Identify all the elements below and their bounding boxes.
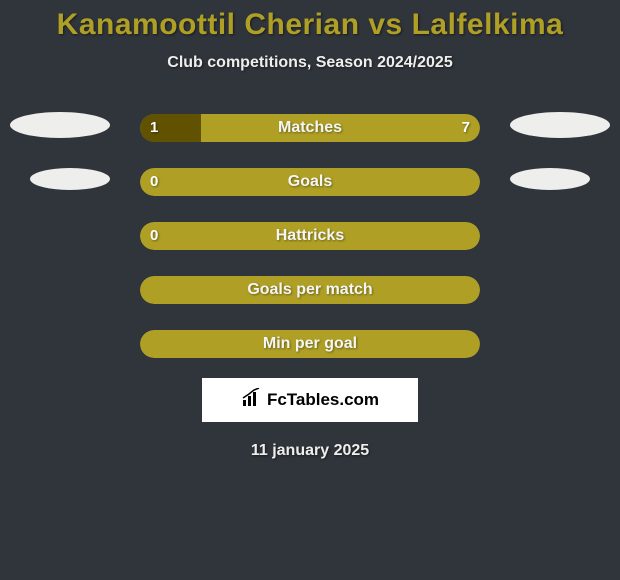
title-vs: vs (368, 8, 402, 41)
ellipse-left (10, 112, 110, 138)
stat-row: Min per goal (0, 324, 620, 364)
stat-bar: 0 Hattricks (140, 222, 480, 250)
stat-value-left: 1 (150, 114, 158, 142)
footer-date: 11 january 2025 (0, 442, 620, 460)
stat-row: 0 Hattricks (0, 216, 620, 256)
stat-label: Hattricks (276, 227, 344, 244)
page-title: Kanamoottil Cherian vs Lalfelkima (0, 0, 620, 42)
ellipse-right (510, 112, 610, 138)
stat-bar: 0 Goals (140, 168, 480, 196)
stat-label: Goals (288, 173, 332, 190)
stat-label: Goals per match (247, 281, 372, 298)
title-player2: Lalfelkima (412, 8, 564, 41)
stat-row: 1 7 Matches (0, 108, 620, 148)
chart-icon (241, 388, 263, 413)
ellipse-right (510, 168, 590, 190)
stat-value-left: 0 (150, 168, 158, 196)
brand-text: FcTables.com (267, 390, 379, 410)
brand-box: FcTables.com (202, 378, 418, 422)
stat-bar: 1 7 Matches (140, 114, 480, 142)
stat-bar: Goals per match (140, 276, 480, 304)
stat-row: 0 Goals (0, 162, 620, 202)
ellipse-left (30, 168, 110, 190)
comparison-chart: 1 7 Matches 0 Goals 0 Hattricks Goals per match… (0, 108, 620, 364)
stat-label: Matches (278, 119, 342, 136)
title-player1: Kanamoottil Cherian (57, 8, 360, 41)
subtitle: Club competitions, Season 2024/2025 (0, 54, 620, 72)
stat-label: Min per goal (263, 335, 357, 352)
stat-value-left: 0 (150, 222, 158, 250)
stat-bar: Min per goal (140, 330, 480, 358)
stat-row: Goals per match (0, 270, 620, 310)
stat-value-right: 7 (462, 114, 470, 142)
